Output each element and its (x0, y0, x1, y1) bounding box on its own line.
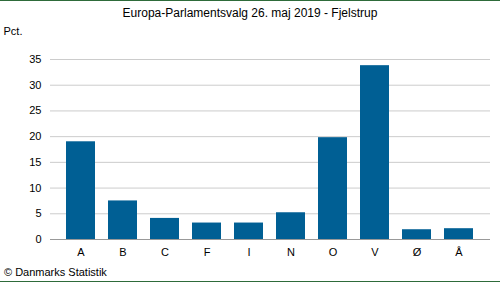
svg-text:Ø: Ø (413, 246, 422, 258)
svg-text:A: A (77, 246, 85, 258)
svg-text:C: C (161, 246, 169, 258)
svg-text:15: 15 (29, 156, 41, 168)
svg-text:30: 30 (29, 79, 41, 91)
svg-text:O: O (329, 246, 338, 258)
svg-text:N: N (287, 246, 295, 258)
svg-text:B: B (119, 246, 126, 258)
svg-text:V: V (371, 246, 379, 258)
html-text:© Danmarks Statistik: © Danmarks Statistik (4, 266, 107, 278)
svg-text:Å: Å (455, 246, 463, 258)
svg-text:F: F (204, 246, 211, 258)
svg-text:I: I (247, 246, 250, 258)
svg-text:5: 5 (35, 207, 41, 219)
svg-text:0: 0 (35, 233, 41, 245)
svg-text:20: 20 (29, 130, 41, 142)
svg-text:Pct.: Pct. (4, 25, 23, 37)
svg-text:10: 10 (29, 182, 41, 194)
html-text:Europa-Parlamentsvalg 26. maj: Europa-Parlamentsvalg 26. maj 2019 - Fje… (122, 6, 378, 20)
svg-text:25: 25 (29, 104, 41, 116)
svg-text:35: 35 (29, 53, 41, 65)
